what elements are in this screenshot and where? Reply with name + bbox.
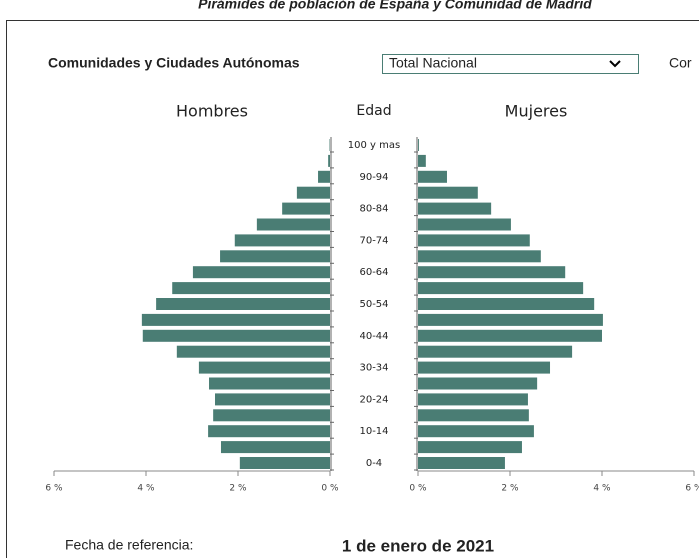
bar	[418, 170, 447, 183]
bar	[418, 457, 505, 469]
bar	[192, 266, 330, 279]
bar	[213, 409, 330, 422]
category-label: Edad	[356, 103, 391, 119]
x-tick-label: 2 %	[501, 484, 519, 494]
age-label: 20-24	[359, 394, 388, 405]
dropdown-arrow	[609, 60, 621, 68]
bar	[418, 202, 492, 215]
age-label: 100 y mas	[348, 140, 400, 151]
bar	[418, 345, 573, 358]
age-label: 40-44	[359, 331, 388, 342]
x-tick-label: 6 %	[685, 484, 699, 494]
age-label: 60-64	[359, 267, 388, 278]
x-tick-label: 0 %	[409, 484, 427, 494]
bar	[418, 361, 551, 374]
bar	[418, 298, 595, 310]
bar	[418, 425, 534, 438]
bar	[198, 361, 330, 374]
bar	[209, 377, 330, 390]
bar	[208, 425, 330, 438]
bar	[418, 441, 522, 454]
footer-date: 1 de enero de 2021	[342, 536, 494, 555]
bar	[418, 218, 511, 231]
bar	[141, 313, 330, 326]
bar	[418, 313, 603, 326]
bar	[418, 139, 419, 151]
series-name: Hombres	[176, 102, 248, 121]
bar	[215, 393, 330, 406]
x-tick-label: 0 %	[321, 484, 339, 494]
bar	[418, 186, 478, 199]
x-tick-label: 4 %	[593, 484, 611, 494]
series-name: Mujeres	[505, 102, 568, 121]
bar	[328, 154, 330, 167]
x-tick-label: 6 %	[45, 484, 63, 494]
region-selected[interactable]: Total Nacional	[389, 55, 477, 71]
age-label: 30-34	[359, 363, 388, 374]
age-label: 0-4	[366, 458, 382, 469]
bar	[256, 218, 330, 231]
bar	[418, 234, 530, 247]
footer-label: Fecha de referencia:	[65, 537, 193, 553]
bar	[418, 154, 426, 167]
x-tick-label: 4 %	[137, 484, 155, 494]
age-label: 10-14	[359, 426, 388, 437]
bar	[142, 329, 330, 342]
bar	[220, 441, 330, 454]
bar	[282, 202, 330, 215]
age-label: 50-54	[359, 299, 388, 310]
bar	[418, 409, 529, 422]
age-label: 80-84	[359, 204, 388, 215]
bar	[239, 457, 330, 469]
age-label: 70-74	[359, 235, 388, 246]
bar	[418, 266, 566, 279]
bar	[176, 345, 330, 358]
bar	[234, 234, 330, 247]
title: Pirámides de población de España y Comun…	[198, 0, 592, 12]
bar	[220, 250, 330, 263]
bar	[318, 170, 330, 183]
bar	[418, 282, 584, 295]
bar	[172, 282, 330, 295]
x-tick-label: 2 %	[229, 484, 247, 494]
bar	[296, 186, 330, 199]
region-select[interactable]	[382, 54, 639, 74]
bar	[418, 393, 528, 406]
bar	[418, 250, 541, 263]
bar	[156, 298, 330, 310]
next-label: Cor	[669, 55, 692, 71]
age-label: 90-94	[359, 172, 388, 183]
bar	[418, 377, 538, 390]
region-label: Comunidades y Ciudades Autónomas	[48, 55, 300, 71]
bar	[418, 329, 602, 342]
